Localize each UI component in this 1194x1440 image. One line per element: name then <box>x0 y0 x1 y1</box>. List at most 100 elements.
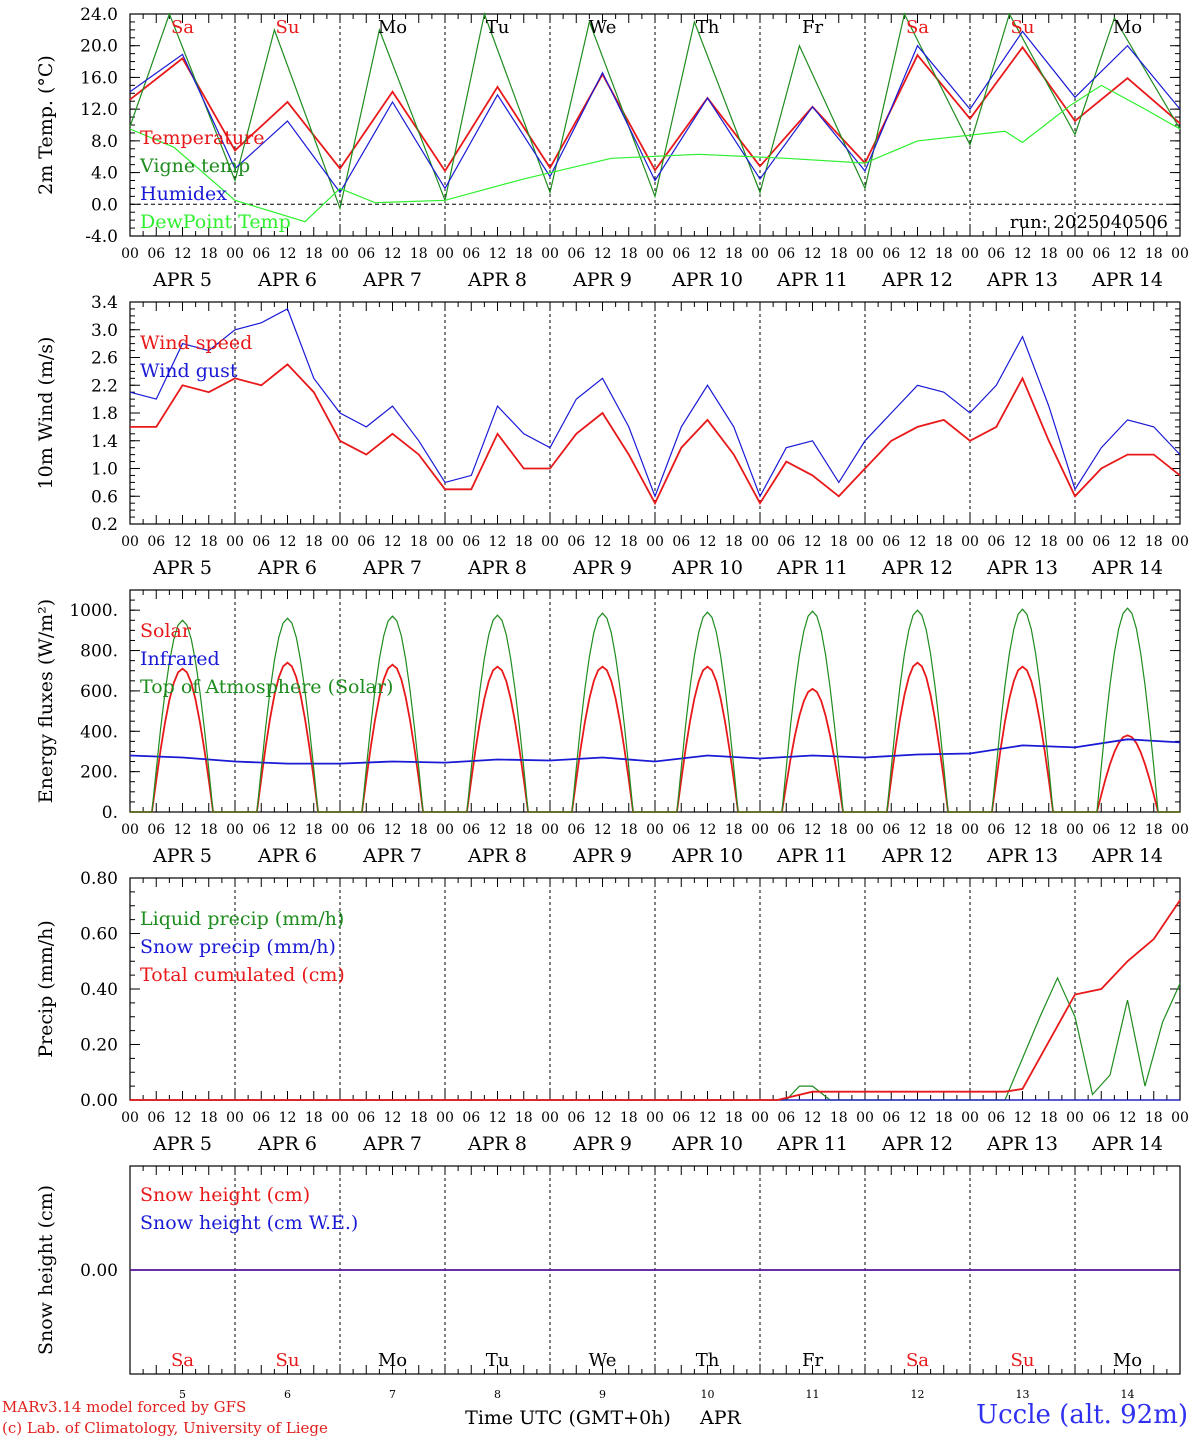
x-hour-label: 18 <box>1145 534 1163 550</box>
x-date-label: APR 7 <box>362 557 422 579</box>
x-hour-label: 00 <box>541 246 559 262</box>
x-hour-label: 12 <box>594 1110 612 1126</box>
x-hour-label: 12 <box>699 246 717 262</box>
x-hour-label: 06 <box>777 534 795 550</box>
x-hour-label: 12 <box>909 1110 927 1126</box>
x-date-label: APR 10 <box>671 557 743 579</box>
day-abbr-bottom: Fr <box>802 1350 823 1371</box>
x-hour-label: 06 <box>567 534 585 550</box>
x-hour-label: 06 <box>987 1110 1005 1126</box>
x-date-label: APR 11 <box>776 1133 848 1155</box>
x-hour-label: 12 <box>279 534 297 550</box>
x-hour-label: 18 <box>725 246 743 262</box>
x-hour-label: 12 <box>384 822 402 838</box>
x-hour-label: 00 <box>1171 1110 1189 1126</box>
x-hour-label: 12 <box>804 534 822 550</box>
x-hour-label: 18 <box>200 1110 218 1126</box>
x-hour-label: 12 <box>174 534 192 550</box>
x-date-label: APR 14 <box>1091 269 1163 291</box>
x-axis-month: APR <box>699 1407 742 1429</box>
y-tick-label: 0. <box>102 803 118 823</box>
day-abbr-top: We <box>589 17 617 38</box>
y-tick-label: 0.60 <box>80 925 118 945</box>
y-tick-label: 2.6 <box>91 349 118 369</box>
x-date-label: APR 8 <box>467 845 527 867</box>
day-abbr-bottom: Sa <box>906 1350 929 1371</box>
x-hour-label: 06 <box>672 534 690 550</box>
series-line-wind-speed <box>130 363 1181 506</box>
x-hour-label: 00 <box>226 246 244 262</box>
x-hour-label: 06 <box>1092 1110 1110 1126</box>
x-date-label: APR 5 <box>152 269 212 291</box>
series-line-humidex <box>129 30 1181 194</box>
y-tick-label: 0.20 <box>80 1036 118 1056</box>
x-hour-label: 12 <box>1119 822 1137 838</box>
y-tick-label: 24.0 <box>80 5 118 25</box>
x-date-label: APR 13 <box>986 845 1058 867</box>
model-credit: MARv3.14 model forced by GFS <box>2 1398 247 1416</box>
x-hour-label: 06 <box>147 1110 165 1126</box>
x-hour-label: 00 <box>331 246 349 262</box>
y-tick-label: 0.00 <box>80 1091 118 1111</box>
x-hour-label: 00 <box>856 822 874 838</box>
x-hour-label: 18 <box>620 822 638 838</box>
x-hour-label: 06 <box>1092 534 1110 550</box>
x-hour-label: 18 <box>305 246 323 262</box>
x-date-label: APR 9 <box>572 1133 632 1155</box>
x-hour-label: 06 <box>357 1110 375 1126</box>
day-abbr-top: Th <box>696 17 720 38</box>
x-date-label: APR 9 <box>572 557 632 579</box>
x-hour-label: 00 <box>646 534 664 550</box>
x-hour-label: 00 <box>226 534 244 550</box>
day-number: 13 <box>1016 1388 1030 1401</box>
x-hour-label: 06 <box>252 822 270 838</box>
series-line-liquid-precip-mm-h- <box>130 976 1181 1101</box>
x-hour-label: 12 <box>1119 246 1137 262</box>
x-date-label: APR 5 <box>152 845 212 867</box>
y-axis-title: Energy fluxes (W/m²) <box>35 599 57 803</box>
x-hour-label: 06 <box>987 534 1005 550</box>
y-tick-label: 16.0 <box>80 68 118 88</box>
x-hour-label: 18 <box>515 534 533 550</box>
day-abbr-bottom: Su <box>276 1350 300 1371</box>
x-date-label: APR 8 <box>467 269 527 291</box>
legend-entry: Vigne temp <box>139 155 250 177</box>
x-hour-label: 06 <box>987 822 1005 838</box>
legend-entry: Infrared <box>140 648 220 670</box>
x-hour-label: 18 <box>515 1110 533 1126</box>
x-date-label: APR 7 <box>362 845 422 867</box>
x-hour-label: 00 <box>331 534 349 550</box>
x-hour-label: 00 <box>121 246 139 262</box>
x-hour-label: 06 <box>882 534 900 550</box>
x-axis-title: Time UTC (GMT+0h) <box>465 1407 671 1429</box>
x-hour-label: 12 <box>279 1110 297 1126</box>
x-hour-label: 18 <box>830 822 848 838</box>
y-tick-label: -4.0 <box>85 227 118 247</box>
x-hour-label: 12 <box>699 822 717 838</box>
x-date-label: APR 7 <box>362 269 422 291</box>
x-hour-label: 06 <box>882 246 900 262</box>
x-hour-label: 18 <box>935 1110 953 1126</box>
x-hour-label: 00 <box>751 246 769 262</box>
y-tick-label: 3.0 <box>91 321 118 341</box>
legend-entry: Temperature <box>140 127 264 149</box>
x-hour-label: 18 <box>305 822 323 838</box>
x-hour-label: 12 <box>909 246 927 262</box>
x-hour-label: 06 <box>567 246 585 262</box>
x-hour-label: 12 <box>174 822 192 838</box>
x-hour-label: 12 <box>489 534 507 550</box>
x-hour-label: 06 <box>567 1110 585 1126</box>
legend-entry: Solar <box>140 620 192 642</box>
y-tick-label: 800. <box>80 642 118 662</box>
x-hour-label: 06 <box>252 246 270 262</box>
legend-entry: Snow height (cm) <box>140 1184 310 1206</box>
x-hour-label: 18 <box>305 1110 323 1126</box>
x-hour-label: 06 <box>1092 822 1110 838</box>
x-hour-label: 00 <box>1066 1110 1084 1126</box>
x-hour-label: 06 <box>462 1110 480 1126</box>
x-hour-label: 18 <box>935 822 953 838</box>
x-hour-label: 00 <box>646 822 664 838</box>
series-line-top-of-atmosphere-solar- <box>130 607 1180 813</box>
x-hour-label: 06 <box>1092 246 1110 262</box>
